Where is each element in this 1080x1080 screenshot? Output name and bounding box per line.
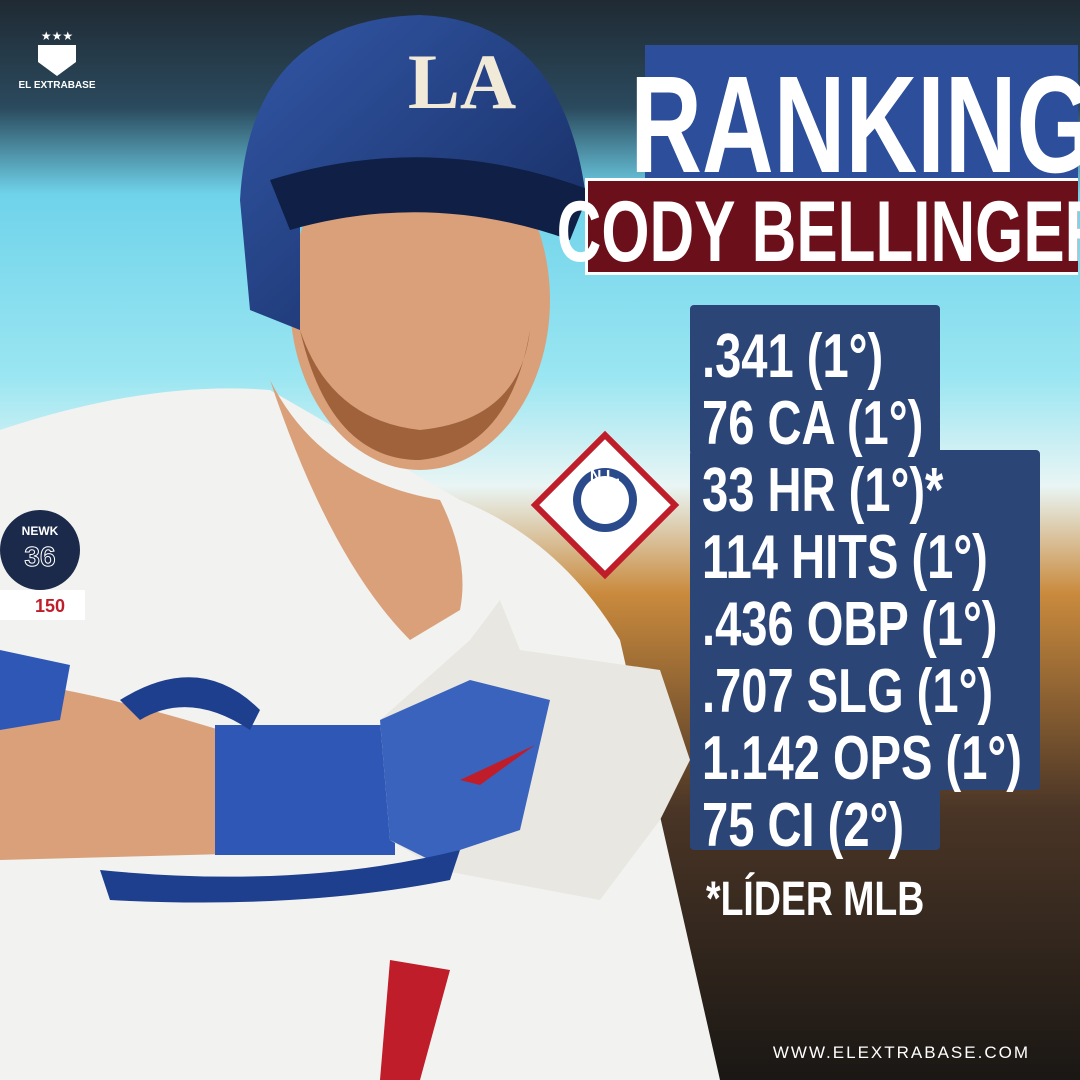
patch-number: 36 [24, 541, 55, 572]
subtitle: CODY BELLINGER [557, 183, 1080, 279]
title-box [645, 45, 1078, 178]
stats-panel [690, 305, 1040, 850]
footnote: *LÍDER MLB [706, 873, 924, 927]
stat-line: 33 HR (1°)* [702, 455, 944, 525]
title: RANKING [630, 48, 1080, 202]
website: WWW.ELEXTRABASE.COM [773, 1043, 1030, 1062]
stat-line: .341 (1°) [702, 321, 883, 391]
sleeve-patch: 150 [35, 596, 65, 616]
brand-name: EL EXTRABASE [18, 80, 95, 91]
stat-line: .707 SLG (1°) [702, 656, 993, 726]
stats-box [690, 785, 940, 850]
player-photo: NEWK 36 150 LA [0, 15, 720, 1080]
subtitle-box [588, 181, 1078, 272]
stat-line: 76 CA (1°) [702, 388, 923, 458]
svg-text:★★★: ★★★ [41, 29, 73, 43]
stats-box [690, 305, 940, 455]
helmet-logo: LA [408, 38, 516, 125]
stat-line: .436 OBP (1°) [702, 589, 997, 659]
league-logo: N.L. [530, 430, 680, 580]
patch-name: NEWK [22, 524, 59, 538]
brand-logo: ★★★ EL EXTRABASE [18, 29, 95, 91]
stats-box [690, 450, 1040, 790]
stat-line: 75 CI (2°) [702, 790, 904, 860]
stat-line: 114 HITS (1°) [702, 522, 988, 592]
stat-line: 1.142 OPS (1°) [702, 723, 1022, 793]
league-logo-text: N.L. [590, 468, 620, 485]
